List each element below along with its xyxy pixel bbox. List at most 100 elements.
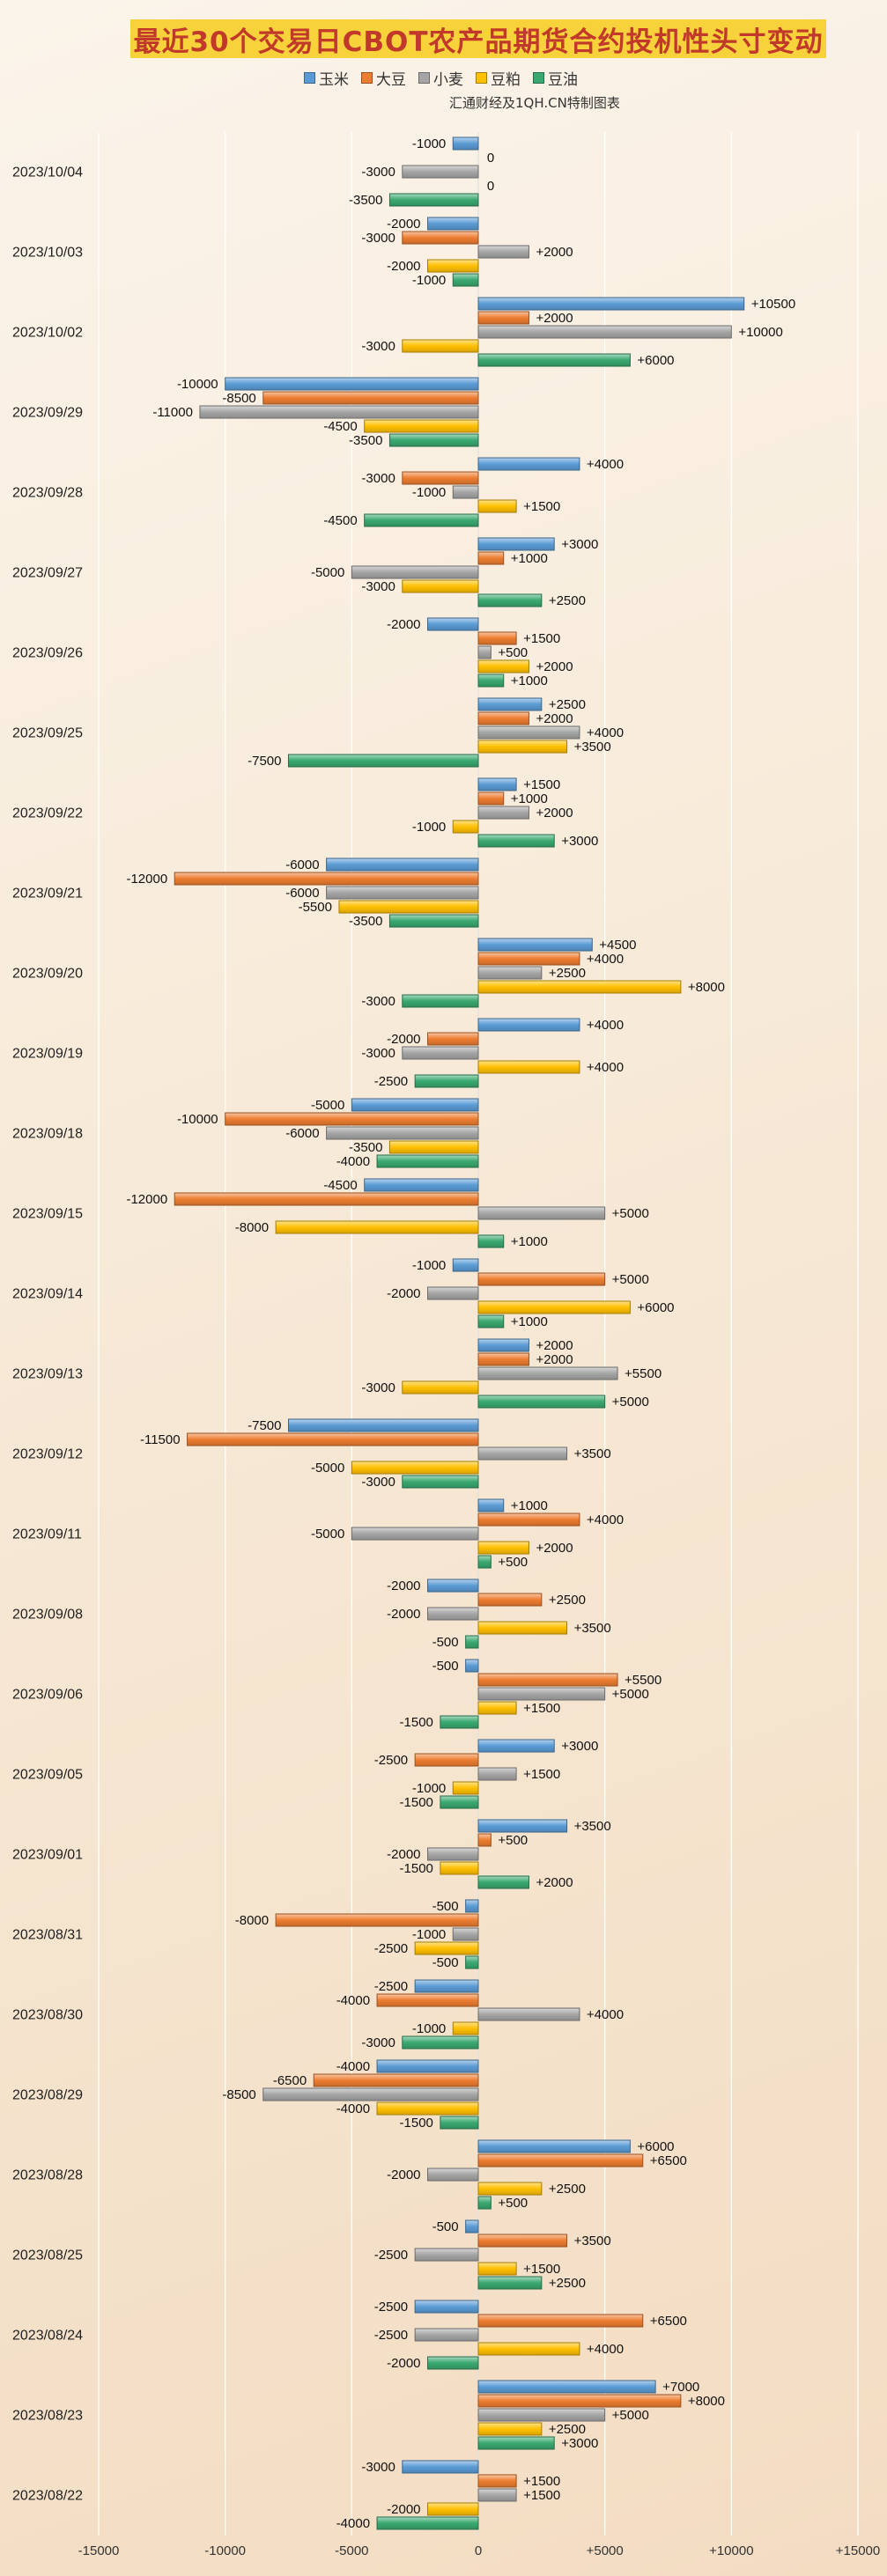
bar: [440, 1795, 479, 1809]
chart-title: 最近30个交易日CBOT农产品期货合约投机性头寸变动: [133, 26, 824, 58]
bar: [477, 325, 732, 339]
legend: 玉米 大豆 小麦 豆粕 豆油: [304, 67, 578, 89]
bar: [351, 1098, 479, 1112]
bar: [376, 1993, 479, 2007]
category-label: 2023/08/31: [12, 1928, 83, 1943]
data-label: -3000: [361, 1046, 395, 1061]
data-label: -2500: [374, 1074, 408, 1089]
data-label: +3500: [574, 740, 611, 754]
data-label: +3000: [561, 537, 598, 552]
x-tick-label: -15000: [78, 2543, 120, 2558]
bar: [477, 1272, 606, 1286]
data-label: +5500: [625, 1366, 662, 1381]
data-label: +1000: [511, 1234, 548, 1249]
category-label: 2023/09/15: [12, 1207, 83, 1222]
bar: [427, 1032, 479, 1046]
bar: [477, 659, 529, 673]
data-label: +5000: [612, 1206, 649, 1221]
bar: [402, 231, 479, 245]
bar: [225, 377, 479, 391]
data-label: -500: [432, 1659, 459, 1674]
bar: [477, 551, 505, 565]
x-tick-label: 0: [475, 2543, 482, 2558]
bar: [364, 419, 479, 433]
data-label: +5500: [625, 1673, 662, 1688]
x-tick-label: +15000: [836, 2543, 880, 2558]
legend-item-soyoil: 豆油: [533, 67, 578, 89]
bar: [414, 2248, 479, 2262]
bar: [477, 1767, 517, 1781]
legend-swatch-soyoil: [533, 72, 544, 84]
data-label: -4000: [336, 1993, 370, 2008]
category-label: 2023/09/14: [12, 1287, 83, 1302]
bar: [477, 1512, 580, 1527]
data-label: +7000: [662, 2380, 699, 2395]
bar: [402, 579, 479, 593]
legend-item-corn: 玉米: [304, 67, 349, 89]
bar: [477, 1739, 555, 1753]
bar: [402, 1380, 479, 1395]
bar: [477, 2380, 656, 2394]
data-label: +2000: [536, 1541, 573, 1556]
bar: [477, 1555, 492, 1569]
data-label: +4000: [587, 952, 624, 967]
bar: [477, 499, 517, 513]
bar: [477, 2436, 555, 2450]
data-label: -1000: [412, 273, 446, 288]
legend-swatch-wheat: [418, 72, 430, 84]
bar: [427, 1286, 479, 1300]
data-label: +3000: [561, 1739, 598, 1754]
data-label: -3000: [361, 165, 395, 180]
bar: [452, 1781, 479, 1795]
data-label: -3000: [361, 231, 395, 246]
legend-item-soybean: 大豆: [361, 67, 406, 89]
data-label: +1500: [523, 1701, 560, 1716]
bar: [452, 2021, 479, 2035]
data-label: -4000: [336, 2101, 370, 2116]
bar: [477, 2342, 580, 2356]
bar: [427, 2168, 479, 2182]
bar: [364, 1178, 479, 1192]
data-label: +1500: [523, 631, 560, 646]
data-label: -500: [432, 1635, 459, 1650]
data-label: 0: [487, 179, 494, 194]
legend-swatch-corn: [304, 72, 315, 84]
legend-label-soyoil: 豆油: [548, 71, 578, 89]
data-label: -1500: [400, 2116, 433, 2131]
bar: [376, 2516, 479, 2530]
bar: [402, 1475, 479, 1489]
data-label: +2000: [536, 659, 573, 674]
bar: [262, 391, 479, 405]
data-label: -6000: [285, 857, 319, 872]
bar: [477, 297, 745, 311]
data-label: -1000: [412, 136, 446, 151]
bar: [452, 485, 479, 499]
data-label: +5000: [612, 2408, 649, 2423]
data-label: +2500: [549, 2182, 586, 2197]
data-label: -2500: [374, 2328, 408, 2343]
bar: [427, 217, 479, 231]
bar: [477, 2153, 644, 2168]
bar: [477, 2234, 568, 2248]
category-label: 2023/09/11: [12, 1527, 82, 1542]
bar: [465, 1955, 479, 1969]
bar: [477, 537, 555, 551]
data-label: -4000: [336, 1154, 370, 1169]
data-label: -12000: [126, 872, 167, 887]
bar: [477, 2262, 517, 2276]
data-label: +4000: [587, 1018, 624, 1033]
data-label: -8500: [222, 2087, 255, 2102]
bar: [174, 1192, 479, 1206]
category-label: 2023/08/30: [12, 2008, 83, 2023]
bar: [477, 1300, 631, 1314]
data-label: -4500: [323, 1178, 357, 1193]
data-label: +1500: [523, 2262, 560, 2277]
data-label: -6000: [285, 886, 319, 901]
data-label: -500: [432, 1899, 459, 1914]
data-label: -3000: [361, 2035, 395, 2050]
data-label: -1500: [400, 1715, 433, 1730]
bar: [440, 2116, 479, 2130]
bar: [364, 513, 479, 527]
data-label: -2000: [387, 2168, 420, 2182]
bar: [452, 1258, 479, 1272]
